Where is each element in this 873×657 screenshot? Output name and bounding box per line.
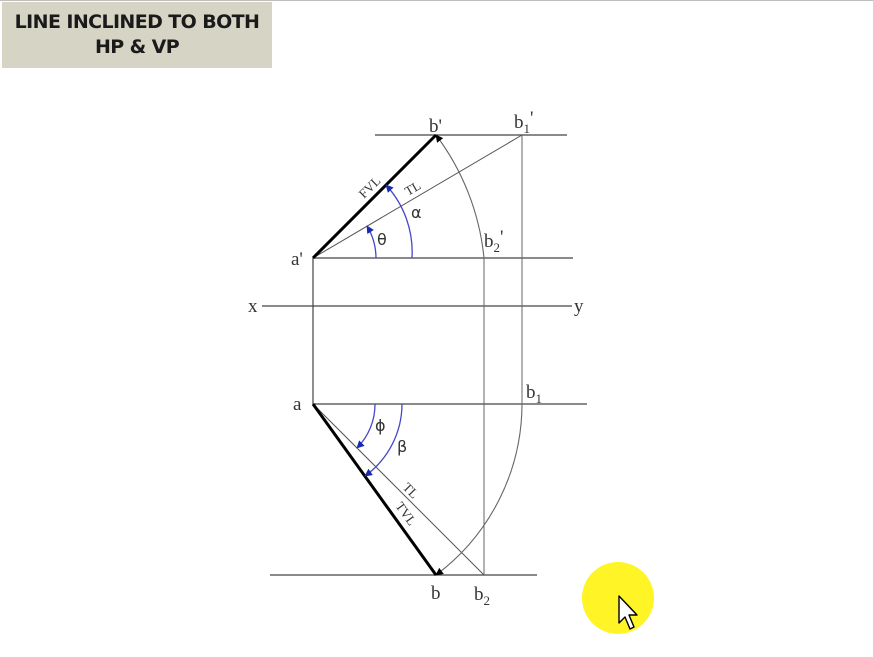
- label-b-prime: b': [429, 116, 442, 137]
- top-view-line: [311, 403, 438, 576]
- theta-arc: [366, 225, 377, 259]
- beta-arc: [364, 403, 403, 477]
- true-length-top: [312, 403, 485, 576]
- label-b2: b2: [474, 584, 490, 608]
- label-fvl: FVL: [356, 173, 384, 201]
- top-view-rotation-arc: [435, 403, 523, 576]
- label-tl-top: TL: [402, 178, 423, 199]
- label-a: a: [293, 394, 302, 415]
- label-b2-prime: b2': [484, 227, 503, 255]
- front-view-line: [311, 133, 438, 260]
- label-x: x: [248, 296, 258, 317]
- label-phi: ϕ: [375, 416, 386, 435]
- label-alpha: α: [411, 203, 422, 222]
- front-view-rotation-arc: [435, 134, 485, 259]
- phi-arc: [356, 403, 376, 449]
- alpha-arc: [385, 184, 413, 259]
- title-line-1: LINE INCLINED TO BOTH: [14, 11, 260, 33]
- label-tvl: TVL: [393, 499, 420, 528]
- label-tl-bottom: TL: [400, 480, 422, 502]
- true-length-front: [312, 134, 523, 259]
- label-theta: θ: [377, 230, 387, 249]
- label-a-prime: a': [291, 249, 303, 270]
- label-beta: β: [397, 437, 407, 456]
- label-b: b: [431, 583, 441, 604]
- title-box: LINE INCLINED TO BOTH HP & VP: [2, 2, 272, 68]
- mouse-pointer-icon: [618, 595, 638, 630]
- cursor-highlight: [582, 562, 654, 634]
- label-y: y: [574, 296, 584, 317]
- top-border: [0, 0, 873, 1]
- title-line-2: HP & VP: [94, 36, 180, 58]
- label-b1-prime: b1': [514, 108, 533, 136]
- label-b1: b1: [526, 382, 542, 406]
